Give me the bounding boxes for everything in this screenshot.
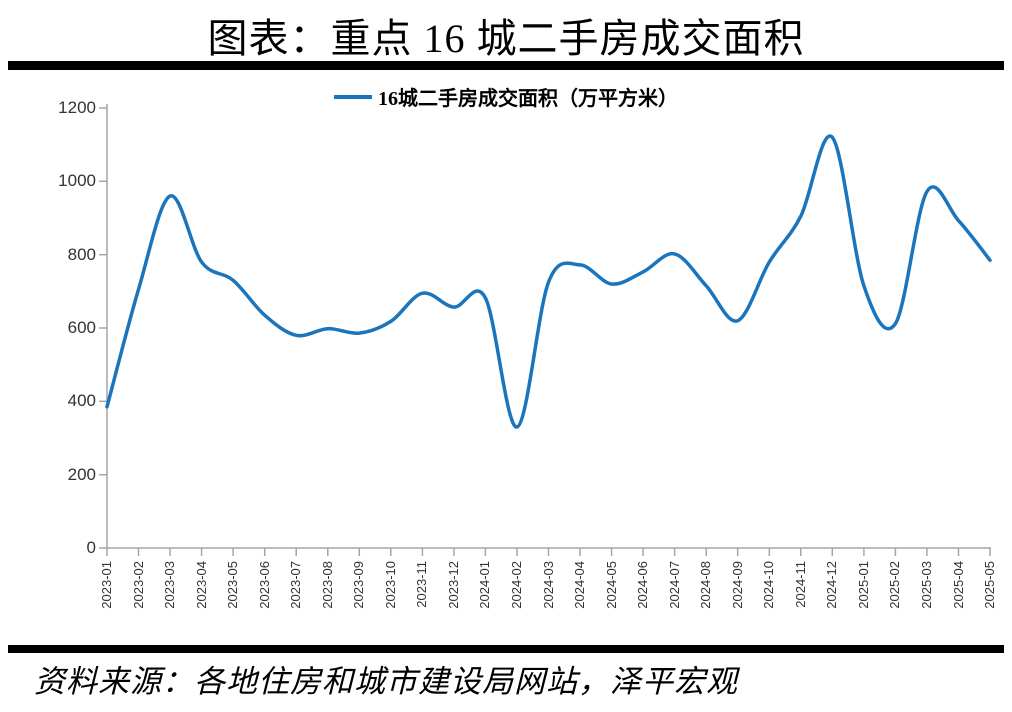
y-axis-tick-label: 400 [67, 391, 96, 411]
x-axis-tick-label: 2025-01 [855, 561, 871, 609]
x-axis-tick-label: 2023-06 [256, 561, 272, 609]
x-axis-tick-label: 2024-01 [477, 561, 493, 609]
chart-title: 图表：重点 16 城二手房成交面积 [207, 16, 805, 61]
x-axis-tick-label: 2024-12 [824, 561, 840, 609]
x-axis-tick-label: 2024-11 [792, 561, 808, 608]
source-note: 资料来源：各地住房和城市建设局网站，泽平宏观 [34, 664, 738, 699]
x-axis-tick-label: 2025-02 [887, 561, 903, 609]
x-axis-tick-label: 2024-08 [698, 561, 714, 609]
y-axis-tick-label: 1000 [58, 171, 96, 191]
x-axis-tick-label: 2024-04 [572, 561, 587, 609]
x-axis-tick-label: 2024-09 [729, 561, 745, 609]
x-axis-tick-label: 2023-08 [319, 561, 335, 609]
x-axis-tick-label: 2023-01 [99, 561, 114, 609]
x-axis-tick-label: 2025-05 [982, 561, 997, 609]
x-axis-tick-label: 2023-02 [130, 561, 146, 609]
series-line [105, 134, 992, 429]
x-axis-tick-label: 2025-04 [950, 561, 966, 609]
x-axis-tick-label: 2024-02 [509, 561, 524, 609]
x-axis-tick-label: 2024-07 [666, 561, 682, 609]
axis-lines [106, 104, 991, 549]
y-axis-tick-label: 1200 [58, 98, 96, 117]
x-axis-tick-label: 2023-04 [193, 561, 209, 609]
x-axis-tick-label: 2025-03 [918, 561, 934, 609]
x-axis-tick-label: 2023-09 [351, 561, 367, 609]
y-axis-tick-label: 600 [67, 318, 96, 337]
legend-line-marker [334, 94, 372, 99]
top-rule [8, 61, 1004, 70]
x-axis-tick-label: 2024-03 [540, 561, 556, 609]
x-axis-tick-label: 2023-07 [288, 561, 304, 609]
y-axis-tick-label: 200 [67, 464, 96, 484]
x-axis-tick-label: 2024-05 [603, 561, 619, 609]
x-axis-tick-label: 2023-12 [445, 561, 461, 609]
x-axis-tick-label: 2023-05 [225, 561, 241, 609]
x-axis-tick-label: 2023-11 [414, 561, 430, 608]
bottom-rule [8, 645, 1004, 653]
x-axis-tick-label: 2023-10 [382, 561, 398, 609]
y-axis-tick-label: 800 [67, 244, 96, 264]
y-axis-tick-label: 0 [86, 538, 96, 557]
legend: 16城二手房成交面积（万平方米） [0, 82, 1012, 111]
x-axis-tick-label: 2024-10 [761, 561, 777, 609]
legend-label: 16城二手房成交面积（万平方米） [378, 88, 678, 110]
x-axis-tick-label: 2023-03 [162, 561, 178, 609]
x-axis-tick-label: 2024-06 [635, 561, 651, 609]
